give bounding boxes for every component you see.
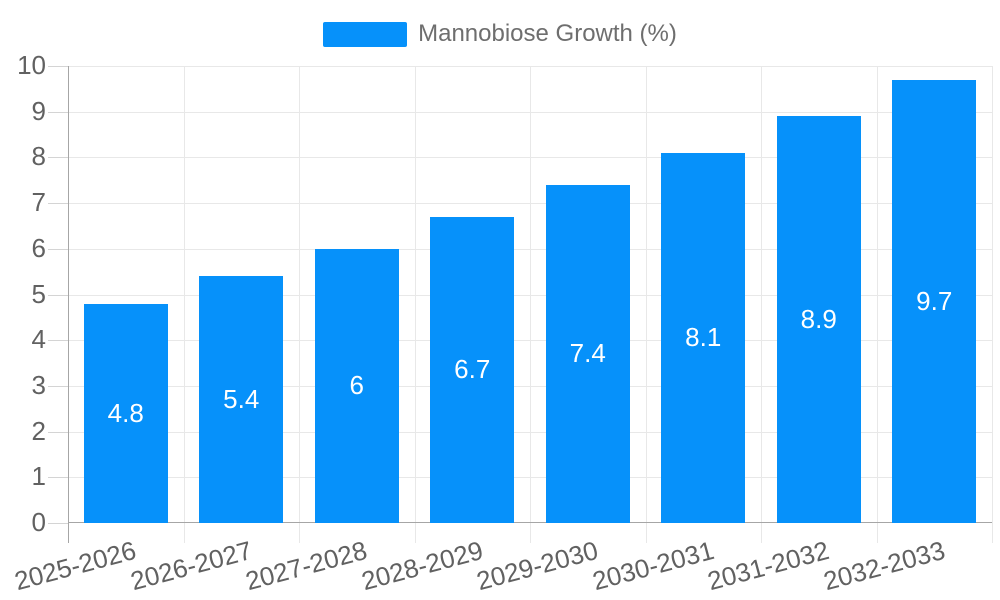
- bar-value-label: 8.9: [800, 304, 837, 335]
- bar[interactable]: 6.7: [430, 216, 515, 523]
- y-axis-tick-label: 9: [31, 95, 46, 126]
- x-axis-tick-label: 2025-2026: [11, 535, 140, 597]
- y-axis-tick: [48, 248, 68, 250]
- vertical-gridline: [414, 66, 416, 543]
- legend-label: Mannobiose Growth (%): [418, 20, 677, 47]
- y-axis-line: [68, 66, 69, 543]
- vertical-gridline: [645, 66, 647, 543]
- bar-value-label: 9.7: [916, 285, 953, 316]
- y-axis-tick-label: 4: [31, 324, 46, 355]
- vertical-gridline: [992, 66, 993, 543]
- y-axis-tick: [48, 477, 68, 479]
- y-axis-tick-label: 8: [31, 141, 46, 172]
- y-axis-tick-label: 0: [31, 506, 46, 537]
- x-axis-tick-label: 2031-2032: [704, 535, 833, 597]
- legend: Mannobiose Growth (%): [0, 20, 1000, 48]
- bar[interactable]: 8.9: [776, 116, 861, 523]
- y-axis-tick: [48, 340, 68, 342]
- legend-item-mannobiose[interactable]: Mannobiose Growth (%): [323, 20, 677, 48]
- y-axis-tick: [48, 431, 68, 433]
- y-axis-tick: [48, 111, 68, 113]
- bar-value-label: 5.4: [223, 384, 260, 415]
- bar-value-label: 6.7: [454, 354, 491, 385]
- bar-value-label: 4.8: [107, 397, 144, 428]
- vertical-gridline: [761, 66, 762, 543]
- y-axis-tick-label: 2: [31, 415, 46, 446]
- plot-area: 0 1 2 3 4 5 6 7 8 9 10 4.8 2025-2026 5.4 2026-2027 6 202…: [12, 50, 993, 596]
- y-axis-tick: [48, 66, 68, 67]
- vertical-gridline: [876, 66, 878, 543]
- y-axis-tick-label: 1: [31, 461, 46, 492]
- x-axis-tick-label: 2027-2028: [242, 535, 371, 597]
- bar[interactable]: 6: [314, 248, 399, 523]
- y-axis-tick-label: 3: [31, 369, 46, 400]
- bar[interactable]: 5.4: [199, 276, 284, 523]
- bar-value-label: 6: [349, 370, 364, 401]
- y-axis-tick: [48, 157, 68, 159]
- y-axis-tick: [48, 523, 68, 524]
- x-axis-line: [68, 522, 992, 523]
- vertical-gridline: [299, 66, 300, 543]
- y-axis-tick-label: 10: [17, 49, 46, 80]
- x-axis-tick-label: 2029-2030: [473, 535, 602, 597]
- y-axis-tick-label: 6: [31, 232, 46, 263]
- x-axis-tick-label: 2032-2033: [820, 535, 949, 597]
- x-axis-tick-label: 2028-2029: [358, 535, 487, 597]
- vertical-gridline: [183, 66, 185, 543]
- x-axis-tick-label: 2030-2031: [589, 535, 718, 597]
- y-axis-tick-label: 5: [31, 278, 46, 309]
- y-axis-tick: [48, 294, 68, 296]
- bar-value-label: 7.4: [569, 338, 606, 369]
- bar[interactable]: 8.1: [661, 152, 746, 523]
- legend-swatch-icon: [323, 21, 408, 47]
- bar[interactable]: 7.4: [545, 184, 630, 523]
- bar[interactable]: 4.8: [83, 303, 168, 523]
- y-axis-tick-label: 7: [31, 186, 46, 217]
- bar-value-label: 8.1: [685, 322, 722, 353]
- bar[interactable]: 9.7: [892, 79, 977, 523]
- x-axis-tick-label: 2026-2027: [127, 535, 256, 597]
- vertical-gridline: [530, 66, 531, 543]
- y-axis-tick: [48, 203, 68, 205]
- y-axis-tick: [48, 385, 68, 387]
